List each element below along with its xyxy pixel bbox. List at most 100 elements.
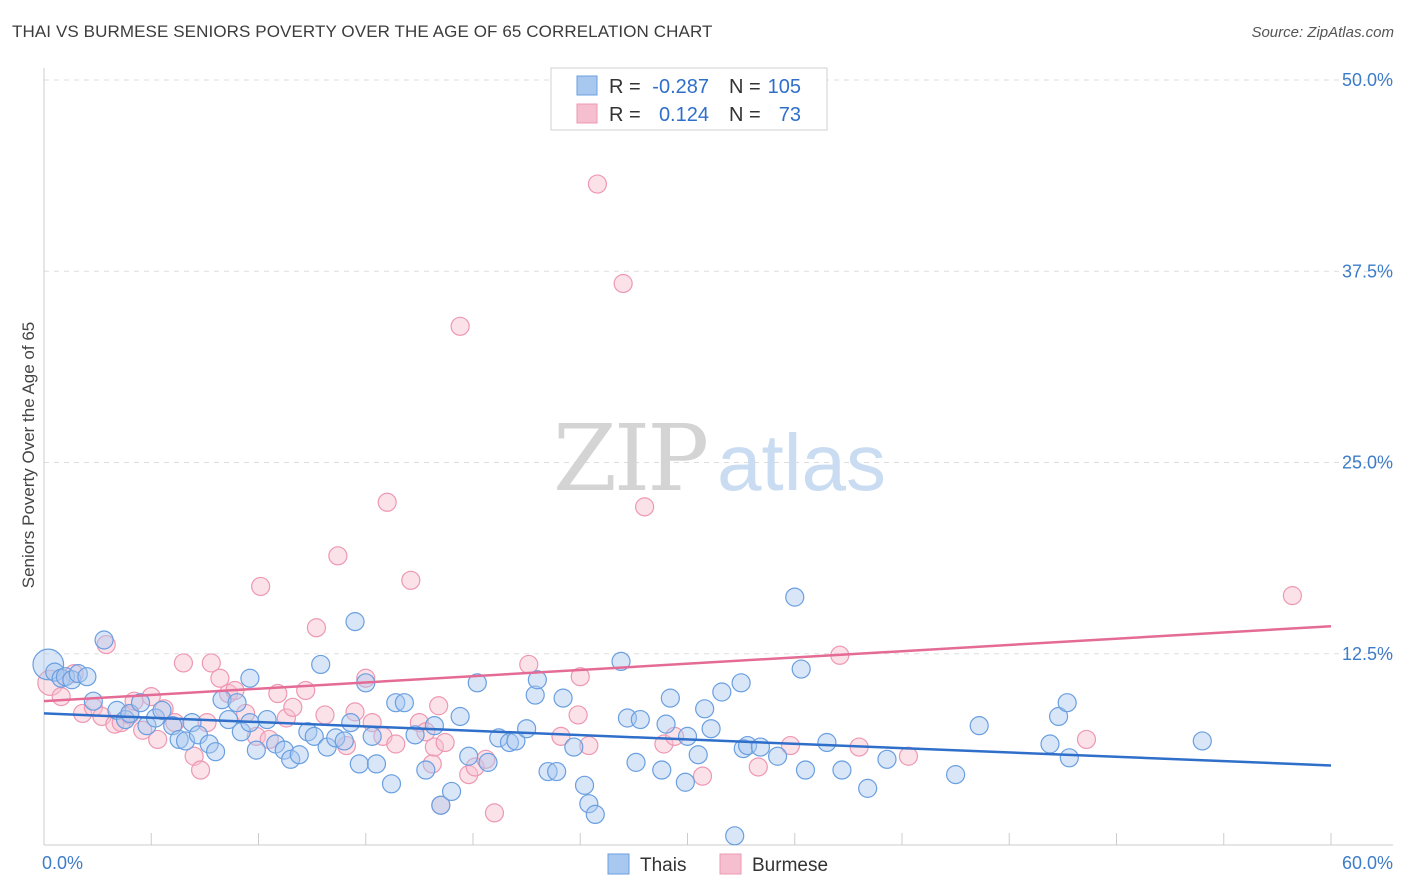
thais-point-40 [341, 712, 361, 733]
x-ticks [43, 833, 1332, 845]
thais-point-0 [32, 648, 65, 681]
bottom-legend-label-burmese: Burmese [752, 855, 828, 876]
burmese-point-58 [570, 667, 590, 687]
bottom-legend-swatch-burmese [719, 853, 742, 875]
burmese-point-47 [429, 696, 449, 716]
burmese-point-42 [401, 570, 421, 590]
thais-point-72 [626, 752, 646, 772]
burmese-point-13 [148, 729, 168, 750]
thais-point-67 [574, 775, 595, 795]
thais-point-21 [199, 734, 219, 754]
bottom-legend-swatch-thais [607, 853, 630, 875]
thais-point-22 [206, 742, 226, 762]
burmese-point-72 [1282, 586, 1302, 606]
y-tick-label-1: 25.0% [1342, 453, 1393, 473]
chart-source: Source: ZipAtlas.com [1251, 24, 1394, 41]
burmese-point-50 [450, 316, 470, 336]
thais-point-103 [345, 612, 365, 632]
thais-point-96 [969, 716, 989, 736]
legend-n-label-thais: N = [729, 76, 761, 98]
burmese-point-34 [328, 546, 348, 566]
thais-point-56 [478, 752, 498, 772]
thais-point-73 [630, 709, 650, 730]
thais-point-80 [695, 699, 715, 719]
burmese-point-31 [296, 680, 316, 701]
thais-point-7 [83, 691, 103, 711]
thais-point-62 [527, 670, 547, 690]
legend-r-value-burmese: 0.124 [659, 104, 709, 126]
legend-swatch-thais [576, 75, 598, 96]
thais-point-36 [311, 654, 331, 675]
thais-point-28 [246, 740, 266, 760]
burmese-point-32 [306, 618, 327, 638]
burmese-point-26 [251, 576, 271, 597]
thais-point-8 [94, 630, 114, 650]
x-tick-label-min: 0.0% [42, 853, 83, 873]
thais-point-86 [750, 737, 771, 757]
thais-point-99 [1057, 693, 1077, 713]
thais-point-47 [394, 693, 414, 713]
thais-point-92 [832, 760, 852, 780]
thais-point-41 [349, 754, 369, 774]
burmese-point-16 [173, 653, 194, 673]
watermark-atlas: atlas [717, 418, 886, 507]
thais-point-68 [579, 794, 599, 814]
burmese-point-49 [435, 732, 455, 753]
thais-point-64 [547, 761, 567, 782]
burmese-point-21 [210, 668, 230, 688]
legend-swatch-burmese [576, 103, 598, 124]
burmese-point-18 [190, 760, 211, 780]
thais-point-89 [791, 659, 811, 679]
thais-point-74 [652, 760, 672, 780]
thais-point-79 [688, 745, 708, 765]
thais-point-50 [424, 716, 444, 736]
thais-point-82 [712, 682, 732, 702]
watermark: ZIP atlas [553, 405, 886, 512]
trend-lines [43, 624, 1332, 767]
legend-r-value-thais: -0.287 [652, 76, 709, 98]
burmese-point-52 [465, 757, 485, 777]
thais-point-45 [381, 774, 402, 794]
grid-lines [44, 79, 1393, 655]
bottom-legend: Thais Burmese [607, 853, 828, 876]
burmese-point-41 [386, 734, 406, 754]
thais-point-95 [946, 765, 966, 785]
thais-point-44 [366, 754, 387, 774]
thais-point-77 [675, 772, 695, 792]
burmese-point-60 [587, 174, 608, 194]
bottom-legend-label-thais: Thais [640, 855, 686, 876]
thais-point-90 [795, 760, 816, 780]
burmese-trend-line [43, 624, 1332, 703]
burmese-point-70 [898, 746, 919, 766]
burmese-point-36 [345, 702, 365, 722]
thais-point-69 [585, 804, 605, 825]
thais-point-65 [553, 688, 573, 708]
thais-point-102 [731, 673, 751, 693]
chart-title: THAI VS BURMESE SENIORS POVERTY OVER THE… [12, 22, 713, 41]
thais-point-100 [1059, 748, 1079, 768]
burmese-point-56 [551, 726, 571, 746]
y-tick-label-3: 50.0% [1342, 70, 1393, 90]
thais-point-29 [257, 709, 277, 730]
thais-point-91 [817, 732, 837, 753]
burmese-point-40 [377, 492, 397, 512]
thais-point-88 [785, 587, 805, 607]
legend-n-value-thais: 105 [768, 76, 801, 98]
thais-point-43 [362, 726, 382, 746]
burmese-point-30 [283, 697, 303, 717]
legend-r-label-burmese: R = [609, 104, 641, 126]
thais-point-87 [767, 746, 788, 766]
thais-point-58 [499, 732, 520, 753]
burmese-point-54 [484, 803, 505, 823]
burmese-point-1 [51, 686, 71, 707]
thais-point-12 [130, 693, 151, 713]
legend: R = -0.287 N = 105 R = 0.124 N = 73 [550, 67, 828, 131]
thais-point-97 [1040, 734, 1060, 754]
thais-point-93 [858, 778, 878, 798]
thais-point-81 [701, 719, 721, 739]
thais-point-48 [405, 725, 425, 745]
thais-point-53 [450, 706, 470, 727]
y-axis-title: Seniors Poverty Over the Age of 65 [19, 322, 38, 588]
thais-point-55 [467, 673, 487, 693]
